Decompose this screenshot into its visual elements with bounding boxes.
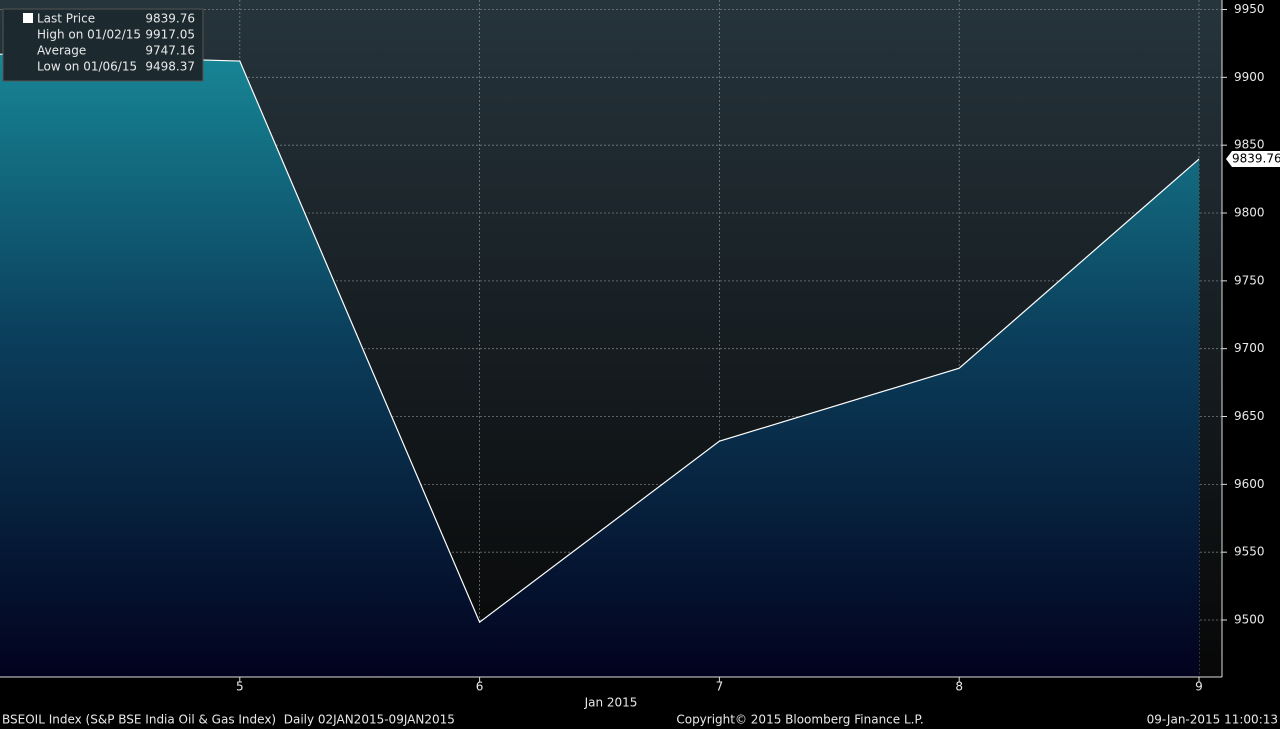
y-tick-label: 9550: [1234, 545, 1265, 559]
last-price-tag: [1226, 151, 1280, 168]
legend-value: 9747.16: [145, 44, 195, 58]
x-tick-label: 6: [476, 680, 484, 694]
y-tick-label: 9600: [1234, 477, 1265, 491]
x-tick-label: 8: [955, 680, 963, 694]
legend-label: Average: [37, 44, 86, 58]
legend-label: High on 01/02/15: [37, 28, 141, 42]
legend-box: [2, 8, 204, 82]
area: [0, 54, 1199, 678]
legend: Last Price 9839.76 High on 01/02/15 9917…: [2, 8, 204, 82]
x-tick-label: 5: [236, 680, 244, 694]
legend-swatch: [23, 13, 33, 23]
legend-label: Low on 01/06/15: [37, 60, 137, 74]
legend-value: 9917.05: [145, 28, 195, 42]
legend-value: 9839.76: [145, 12, 195, 26]
y-tick-label: 9700: [1234, 341, 1265, 355]
footer-left: BSEOIL Index (S&P BSE India Oil & Gas In…: [2, 713, 455, 727]
legend-value: 9498.37: [145, 60, 195, 74]
y-tick-label: 9500: [1234, 613, 1265, 627]
footer-right: 09-Jan-2015 11:00:13: [1147, 713, 1278, 727]
y-tick-label: 9800: [1234, 206, 1265, 220]
footer-center: Copyright© 2015 Bloomberg Finance L.P.: [676, 713, 923, 727]
y-tick-label: 9950: [1234, 2, 1265, 16]
last-price-label: 9839.76: [1232, 152, 1280, 166]
y-tick-label: 9900: [1234, 70, 1265, 84]
x-axis-label: Jan 2015: [584, 696, 638, 710]
y-tick-label: 9650: [1234, 409, 1265, 423]
y-tick-label: 9750: [1234, 273, 1265, 287]
y-tick-label: 9850: [1234, 138, 1265, 152]
legend-label: Last Price: [37, 12, 95, 26]
x-tick-label: 7: [716, 680, 724, 694]
x-tick-label: 9: [1195, 680, 1203, 694]
